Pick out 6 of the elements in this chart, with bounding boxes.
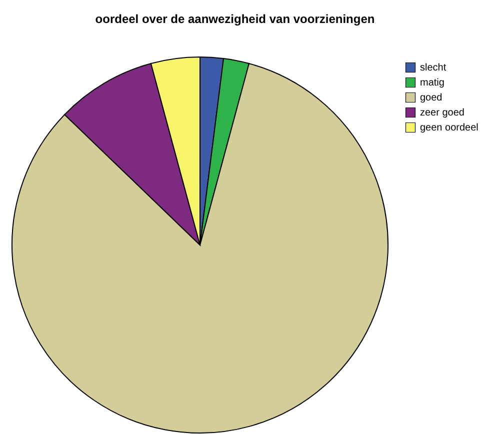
legend-label: zeer goed (420, 108, 464, 118)
legend-label: matig (420, 78, 444, 88)
legend-label: geen oordeel (420, 122, 478, 134)
legend-label: goed (420, 92, 442, 104)
legend-label: slecht (420, 62, 446, 74)
chart-title: oordeel over de aanwezigheid van voorzieningen (95, 12, 375, 26)
